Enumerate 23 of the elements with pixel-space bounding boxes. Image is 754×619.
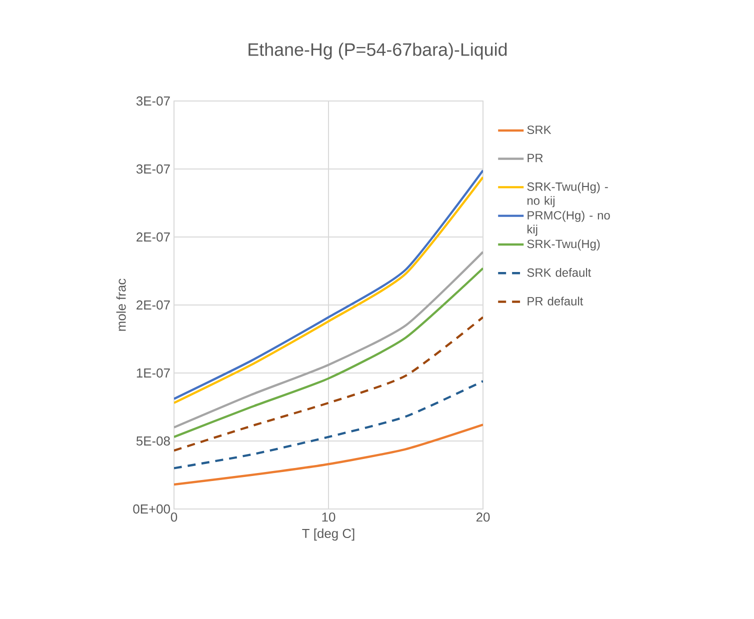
- legend-label: SRK default: [527, 268, 592, 277]
- y-tick-label: 3E-07: [136, 164, 170, 174]
- legend-label: SRK: [527, 126, 552, 134]
- y-tick-label: 3E-07: [136, 96, 170, 106]
- line-series: [174, 424, 484, 486]
- y-axis-title: mole frac: [116, 278, 126, 331]
- line-series: [174, 316, 484, 452]
- legend-label: PR: [528, 154, 543, 162]
- chart-title: Ethane-Hg (P=54-67bara)-Liquid: [248, 42, 507, 60]
- legend-label: SRK-Twu(Hg): [527, 239, 600, 251]
- y-tick-label: 1E-07: [136, 368, 170, 378]
- legend-label: SRK-Twu(Hg) - no kij: [527, 182, 608, 208]
- y-tick-label: 5E-08: [136, 436, 170, 446]
- legend-label: PRMC(Hg) - no kij: [528, 210, 610, 236]
- x-tick-label: 10: [322, 512, 336, 522]
- x-axis-title: T [deg C]: [302, 528, 354, 541]
- x-tick-label: 0: [170, 512, 178, 522]
- y-tick-label: 2E-07: [136, 300, 170, 310]
- y-tick-label: 0E+00: [133, 504, 170, 514]
- line-series: [174, 380, 484, 470]
- y-tick-label: 2E-07: [136, 232, 170, 242]
- x-tick-label: 20: [476, 512, 490, 522]
- legend-label: PR default: [528, 296, 584, 306]
